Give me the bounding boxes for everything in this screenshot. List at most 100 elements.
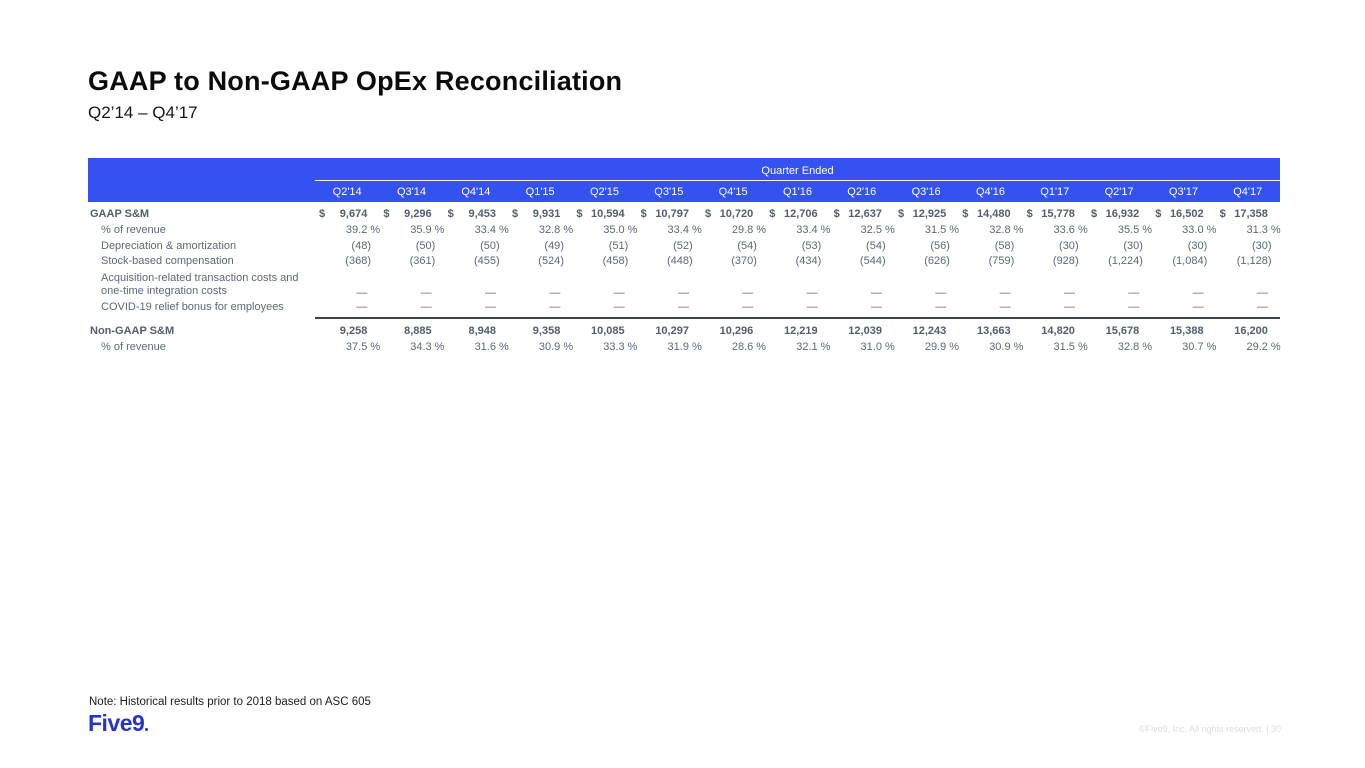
table-cell: — [742, 300, 754, 313]
table-cell: $15,778 [1023, 206, 1087, 223]
table-cell: 39.2% [345, 224, 381, 236]
table-cell: $9,296 [379, 206, 443, 223]
table-cell: 35.9% [410, 224, 445, 236]
column-header: Q2'17 [1104, 185, 1134, 198]
table-cell: — [999, 286, 1011, 299]
table-cell: 31.3% [1246, 224, 1281, 236]
table-cell: — [613, 286, 625, 299]
five9-logo: Five9 [88, 710, 148, 737]
table-cell: — [742, 286, 754, 299]
column-header: Q3'16 [911, 185, 941, 198]
table-cell: — [549, 286, 561, 299]
row-label: Depreciation & amortization [101, 239, 237, 252]
table-cell: — [677, 286, 689, 299]
table-cell: 37.5% [345, 341, 381, 353]
table-cell: $16,502 [1151, 206, 1215, 223]
table-cell: (30) [1123, 239, 1143, 252]
row-label: Non-GAAP S&M [90, 325, 175, 337]
row-label: GAAP S&M [90, 208, 150, 220]
table-cell: (1,224) [1108, 255, 1143, 267]
dollar-sign: $ [1090, 208, 1098, 220]
table-cell: 30.9% [989, 341, 1024, 353]
slide-title: GAAP to Non-GAAP OpEx Reconciliation [88, 66, 623, 96]
table-cell: — [1063, 286, 1075, 299]
slide-subtitle: Q2’14 – Q4’17 [88, 103, 198, 122]
table-row: COVID-19 relief bonus for employees — — — — —… [88, 300, 1280, 316]
table-cell: 8,948 [468, 325, 496, 337]
table-row: Acquisition-related transaction costs an… [88, 270, 1280, 300]
row-label: % of revenue [101, 341, 166, 353]
table-cell: — [613, 300, 625, 313]
table-cell: (58) [994, 239, 1015, 252]
dollar-sign: $ [1219, 208, 1226, 220]
header-band-main: Quarter Ended Q2'14 Q3'14 Q4'14 Q1'15 Q2'15 Q… [315, 158, 1280, 202]
table-cell: (361) [409, 255, 436, 267]
table-cell: $16,932 [1087, 206, 1151, 223]
table-cell: — [1256, 286, 1268, 299]
table-cell: — [870, 300, 882, 313]
column-header: Q3'17 [1168, 185, 1198, 198]
table-cell: $9,931 [508, 206, 572, 223]
table-cell: (448) [666, 255, 693, 267]
table-cell: $10,720 [701, 206, 765, 223]
table-cell: — [999, 300, 1011, 313]
table-body: GAAP S&M $9,674 $9,296 $9,453 $9,931 $10,594 $… [88, 202, 1281, 356]
table-cell: (434) [795, 255, 822, 267]
table-cell: (370) [731, 255, 757, 267]
dollar-sign: $ [897, 208, 905, 220]
table-cell: $10,797 [637, 206, 701, 223]
table-cell: — [806, 300, 818, 313]
column-header: Q4'17 [1233, 185, 1263, 198]
table-cell: 32.1% [796, 341, 831, 353]
dollar-sign: $ [1026, 208, 1033, 220]
table-cell: 33.4% [667, 224, 702, 236]
table-cell: — [484, 286, 496, 299]
dollar-sign: $ [704, 208, 712, 220]
row-label: Stock-based compensation [101, 255, 234, 267]
table-cell: (54) [866, 239, 886, 252]
table-cell: (368) [345, 255, 371, 267]
column-header: Q1'16 [782, 185, 812, 198]
table-cell: 10,085 [590, 325, 625, 337]
table-cell: 10,297 [655, 325, 689, 337]
table-cell: $12,637 [830, 206, 894, 223]
table-row: % of revenue 39.2% 35.9% 33.4% 32.8% 35.0% 33.… [88, 223, 1281, 239]
table-row: Depreciation & amortization (48) (50) (50) (… [88, 239, 1280, 255]
column-header: Q4'16 [975, 185, 1005, 198]
dollar-sign: $ [447, 208, 454, 220]
table-cell: — [806, 286, 818, 299]
table-cell: 12,243 [912, 325, 947, 337]
table-cell: 29.2% [1246, 341, 1281, 353]
table-cell: (30) [1059, 239, 1079, 252]
header-band-spacer [88, 158, 315, 202]
table-cell: 15,388 [1169, 325, 1204, 337]
dollar-sign: $ [511, 208, 519, 220]
table-cell: $9,674 [315, 206, 379, 223]
column-header: Q2'16 [847, 185, 877, 198]
table-cell: (51) [608, 239, 629, 252]
table-cell: 9,358 [532, 325, 561, 337]
dollar-sign: $ [769, 208, 776, 220]
table-cell: 12,219 [783, 325, 818, 337]
table-cell: — [420, 286, 432, 299]
table-cell: 32.8% [989, 224, 1024, 236]
table-cell: $10,594 [572, 206, 636, 223]
table-cell: — [1128, 300, 1140, 313]
column-header: Q3'15 [654, 185, 684, 198]
dollar-sign: $ [383, 208, 390, 220]
table-cell: 33.0% [1182, 224, 1217, 236]
table-cell: 29.8% [731, 224, 767, 236]
table-cell: 31.5% [924, 224, 960, 236]
table-cell: (544) [859, 255, 886, 267]
table-cell: — [1192, 300, 1204, 313]
table-cell: (1,128) [1236, 255, 1272, 267]
table-cell: 31.6% [474, 341, 509, 353]
dollar-sign: $ [319, 208, 326, 220]
table-cell: — [1192, 286, 1204, 299]
table-cell: (56) [930, 239, 950, 252]
table-cell: — [356, 300, 368, 313]
table-cell: (455) [473, 255, 500, 267]
table-cell: 32.5% [860, 224, 895, 236]
column-header: Q2'14 [332, 185, 362, 198]
table-row: GAAP S&M $9,674 $9,296 $9,453 $9,931 $10,594 $… [88, 206, 1280, 223]
